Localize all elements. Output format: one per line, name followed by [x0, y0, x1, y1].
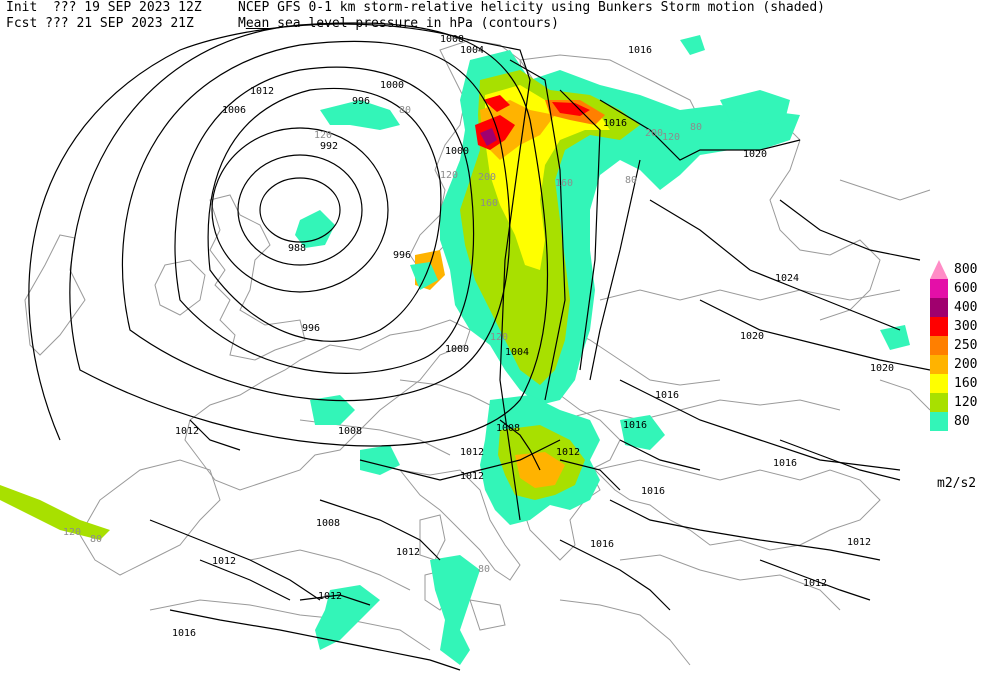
legend-item: 800: [930, 260, 990, 279]
contour-label: 1012: [460, 447, 484, 458]
legend-label: 160: [954, 376, 978, 391]
legend-label: 120: [954, 395, 978, 410]
contour-label: 1000: [380, 80, 404, 91]
contour-label: 1008: [496, 423, 520, 434]
shade-label: 160: [555, 178, 573, 189]
contour-label: 996: [393, 250, 411, 261]
contour-label: 988: [288, 243, 306, 254]
contour-label: 1006: [222, 105, 246, 116]
shade-label: 80: [478, 564, 490, 575]
contour-label: 1004: [505, 347, 529, 358]
contour-label: 1016: [773, 458, 797, 469]
legend-label: 600: [954, 281, 978, 296]
product-title: NCEP GFS 0-1 km storm-relative helicity …: [238, 0, 825, 15]
contour-label: 1008: [338, 426, 362, 437]
legend-label: 300: [954, 319, 978, 334]
contour-label: 1000: [445, 146, 469, 157]
legend-item: 200: [930, 355, 990, 374]
contour-label: 1012: [460, 471, 484, 482]
contour-label: 1012: [847, 537, 871, 548]
contour-label: 996: [352, 96, 370, 107]
contour-label: 992: [320, 141, 338, 152]
legend-label: 250: [954, 338, 978, 353]
contour-label: 1020: [743, 149, 767, 160]
legend-item: 600: [930, 279, 990, 298]
contour-label: 1000: [445, 344, 469, 355]
helicity-legend: 800 600 400 300 250 200 160 120 80: [930, 260, 990, 431]
contour-label: 1016: [590, 539, 614, 550]
legend-label: 200: [954, 357, 978, 372]
contour-label: 1016: [628, 45, 652, 56]
shade-label: 200: [645, 128, 663, 139]
contour-label: 1020: [740, 331, 764, 342]
contour-label: 1020: [870, 363, 894, 374]
contour-label: 1016: [655, 390, 679, 401]
shade-label-group: 120 80 200 160 120 80 200 120 80 160 120…: [63, 105, 702, 575]
shade-label: 200: [478, 172, 496, 183]
helicity-shading: [0, 35, 910, 665]
contour-label: 1008: [316, 518, 340, 529]
contour-label: 1016: [641, 486, 665, 497]
legend-units: m2/s2: [937, 476, 977, 491]
contour-label: 1012: [556, 447, 580, 458]
contour-label: 1012: [396, 547, 420, 558]
init-time: Init ??? 19 SEP 2023 12Z: [6, 0, 202, 15]
legend-item: 160: [930, 374, 990, 393]
contour-label: 1024: [775, 273, 799, 284]
contour-label: 996: [302, 323, 320, 334]
contour-label: 1016: [603, 118, 627, 129]
shade-label: 160: [480, 198, 498, 209]
shade-label: 120: [440, 170, 458, 181]
contour-label: 1012: [175, 426, 199, 437]
map-header: Init ??? 19 SEP 2023 12Z NCEP GFS 0-1 km …: [6, 0, 825, 32]
contour-label: 1012: [250, 86, 274, 97]
legend-item: 250: [930, 336, 990, 355]
shade-label: 80: [690, 122, 702, 133]
legend-item: 80: [930, 412, 990, 431]
pressure-contours: [28, 22, 931, 671]
shade-label: 80: [399, 105, 411, 116]
legend-item: 120: [930, 393, 990, 412]
legend-label: 800: [954, 262, 978, 277]
contour-label: 1012: [318, 591, 342, 602]
contour-label: 1016: [172, 628, 196, 639]
legend-item: 400: [930, 298, 990, 317]
contour-label-group: 1008 1004 1016 1012 1006 996 1000 992 98…: [172, 34, 894, 639]
contour-label: 1016: [623, 420, 647, 431]
shade-label: 120: [662, 132, 680, 143]
contour-label: 1012: [803, 578, 827, 589]
legend-label: 400: [954, 300, 978, 315]
contour-label: 1004: [460, 45, 484, 56]
shade-label: 120: [490, 332, 508, 343]
contour-label: 1012: [212, 556, 236, 567]
shade-label: 120: [63, 527, 81, 538]
shade-label: 80: [90, 534, 102, 545]
shade-label: 80: [625, 175, 637, 186]
shade-label: 120: [314, 130, 332, 141]
forecast-time: Fcst ??? 21 SEP 2023 21Z: [6, 16, 194, 31]
contour-label: 1008: [440, 34, 464, 45]
legend-item: 300: [930, 317, 990, 336]
legend-label: 80: [954, 414, 970, 429]
